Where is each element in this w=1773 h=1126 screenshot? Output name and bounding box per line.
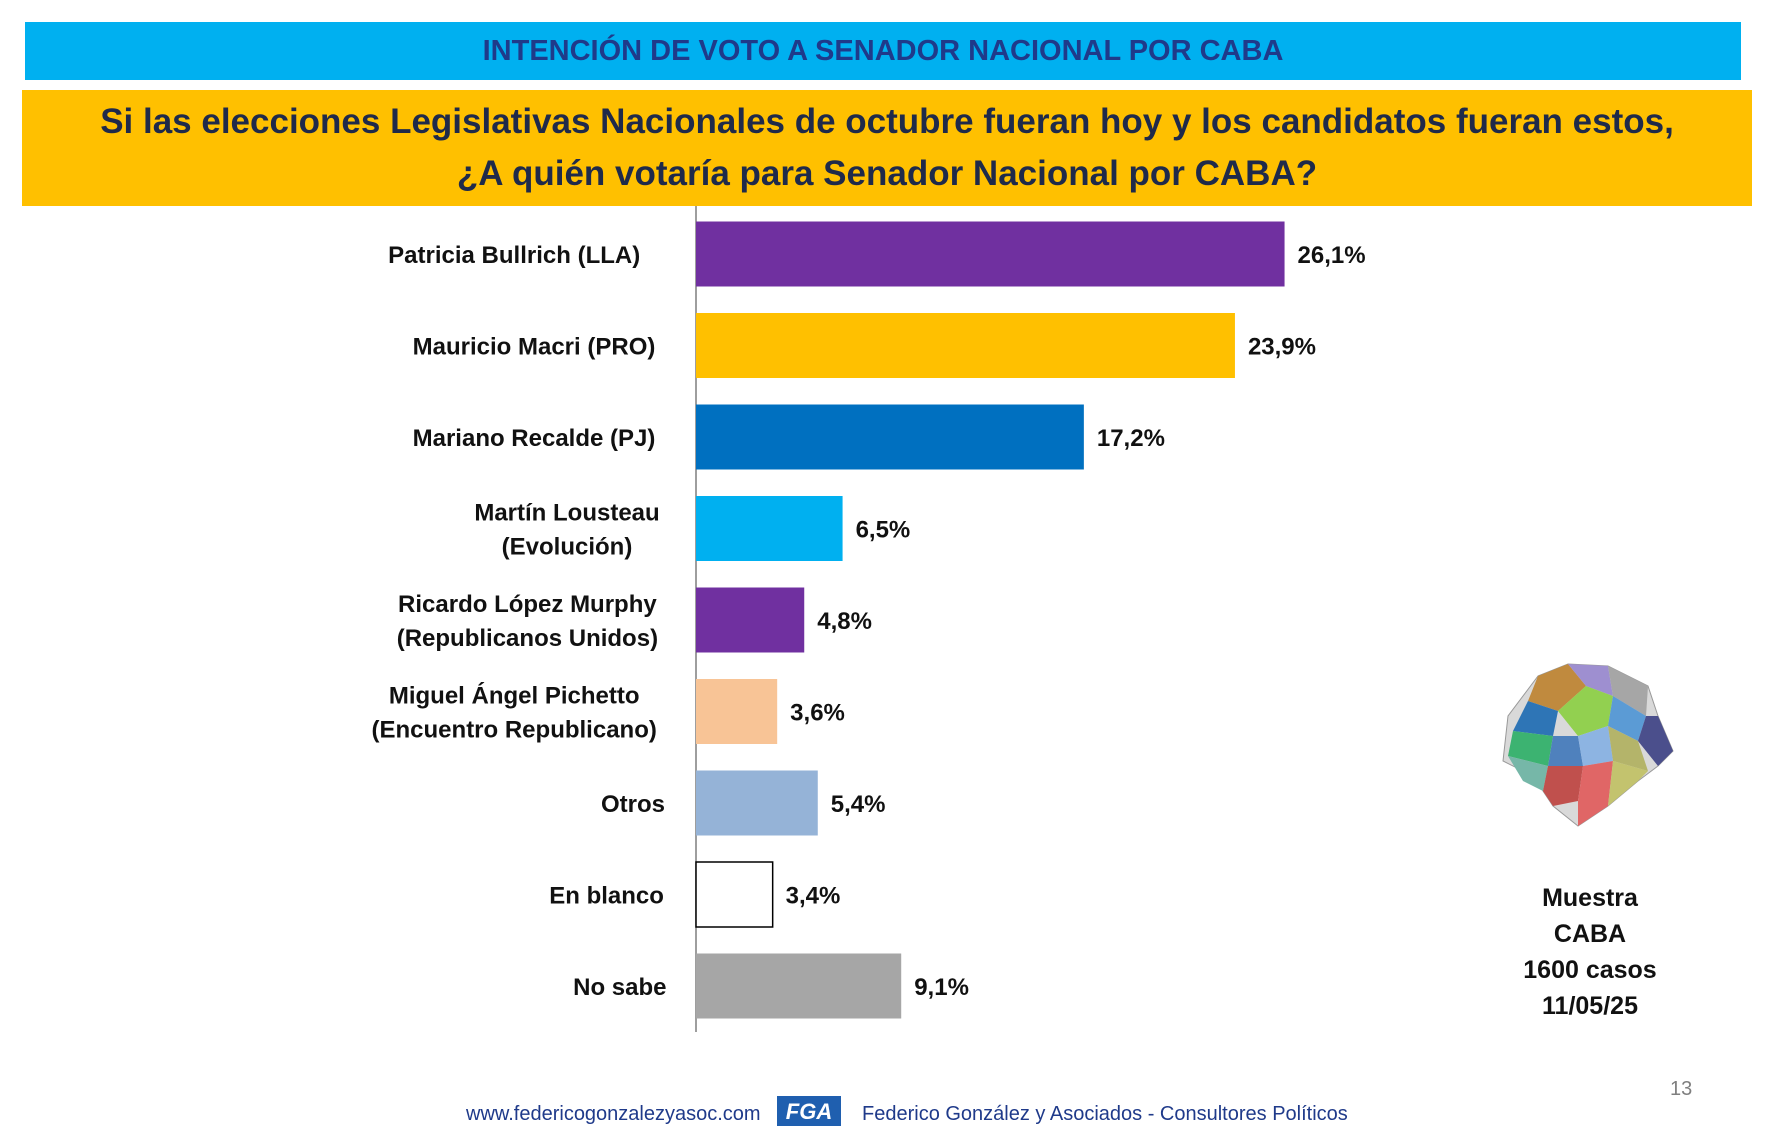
bar-6 bbox=[696, 770, 818, 836]
value-label-7: 3,4% bbox=[786, 883, 841, 910]
page-number: 13 bbox=[1670, 1078, 1693, 1100]
fga-logo-icon: FGA bbox=[777, 1096, 841, 1126]
caba-map-icon bbox=[1502, 663, 1674, 827]
chart-title: INTENCIÓN DE VOTO A SENADOR NACIONAL POR… bbox=[482, 34, 1284, 67]
sample-info: Muestra CABA 1600 casos 11/05/25 bbox=[1480, 880, 1700, 1024]
bar-1 bbox=[696, 313, 1235, 378]
sample-line-4: 11/05/25 bbox=[1542, 992, 1638, 1020]
question-line-2: ¿A quién votaría para Senador Nacional p… bbox=[456, 154, 1318, 193]
value-label-2: 17,2% bbox=[1097, 425, 1165, 452]
bar-8 bbox=[696, 953, 902, 1019]
value-label-5: 3,6% bbox=[790, 700, 845, 727]
value-label-0: 26,1% bbox=[1298, 242, 1366, 269]
footer-website-link[interactable]: www.federicogonzalezyasoc.com bbox=[466, 1103, 761, 1125]
value-label-1: 23,9% bbox=[1248, 334, 1316, 361]
category-label-7: En blanco bbox=[549, 883, 664, 910]
category-label-2: Mariano Recalde (PJ) bbox=[413, 425, 656, 452]
chart-title-bar: INTENCIÓN DE VOTO A SENADOR NACIONAL POR… bbox=[25, 22, 1741, 80]
sample-line-3: 1600 casos bbox=[1523, 956, 1657, 984]
bar-3 bbox=[696, 496, 843, 561]
bar-4 bbox=[696, 587, 805, 653]
bar-5 bbox=[696, 679, 778, 744]
value-label-4: 4,8% bbox=[817, 608, 872, 635]
footer-company: Federico González y Asociados - Consulto… bbox=[862, 1103, 1348, 1125]
question-banner: Si las elecciones Legislativas Nacionale… bbox=[22, 90, 1752, 206]
bar-7 bbox=[695, 861, 774, 928]
category-label-5: Miguel Ángel Pichetto (Encuentro Republic… bbox=[372, 682, 657, 744]
sample-line-2: CABA bbox=[1553, 920, 1627, 948]
category-label-8: No sabe bbox=[573, 974, 666, 1001]
category-label-4: Ricardo López Murphy (Republicanos Unidos… bbox=[397, 591, 658, 652]
bar-2 bbox=[696, 404, 1084, 470]
category-label-0: Patricia Bullrich (LLA) bbox=[388, 242, 640, 269]
value-label-3: 6,5% bbox=[856, 517, 911, 544]
bar-0 bbox=[696, 221, 1285, 287]
fga-logo-text: FGA bbox=[786, 1099, 832, 1124]
value-label-6: 5,4% bbox=[831, 791, 886, 818]
category-label-6: Otros bbox=[601, 791, 665, 818]
question-line-1: Si las elecciones Legislativas Nacionale… bbox=[100, 102, 1674, 141]
category-label-1: Mauricio Macri (PRO) bbox=[413, 334, 656, 361]
value-label-8: 9,1% bbox=[914, 974, 969, 1001]
category-label-3: Martín Lousteau (Evolución) bbox=[474, 500, 659, 561]
sample-line-1: Muestra bbox=[1542, 884, 1638, 912]
bar-chart: 26,1% Patricia Bullrich (LLA) 23,9% Maurici… bbox=[372, 206, 1366, 1032]
